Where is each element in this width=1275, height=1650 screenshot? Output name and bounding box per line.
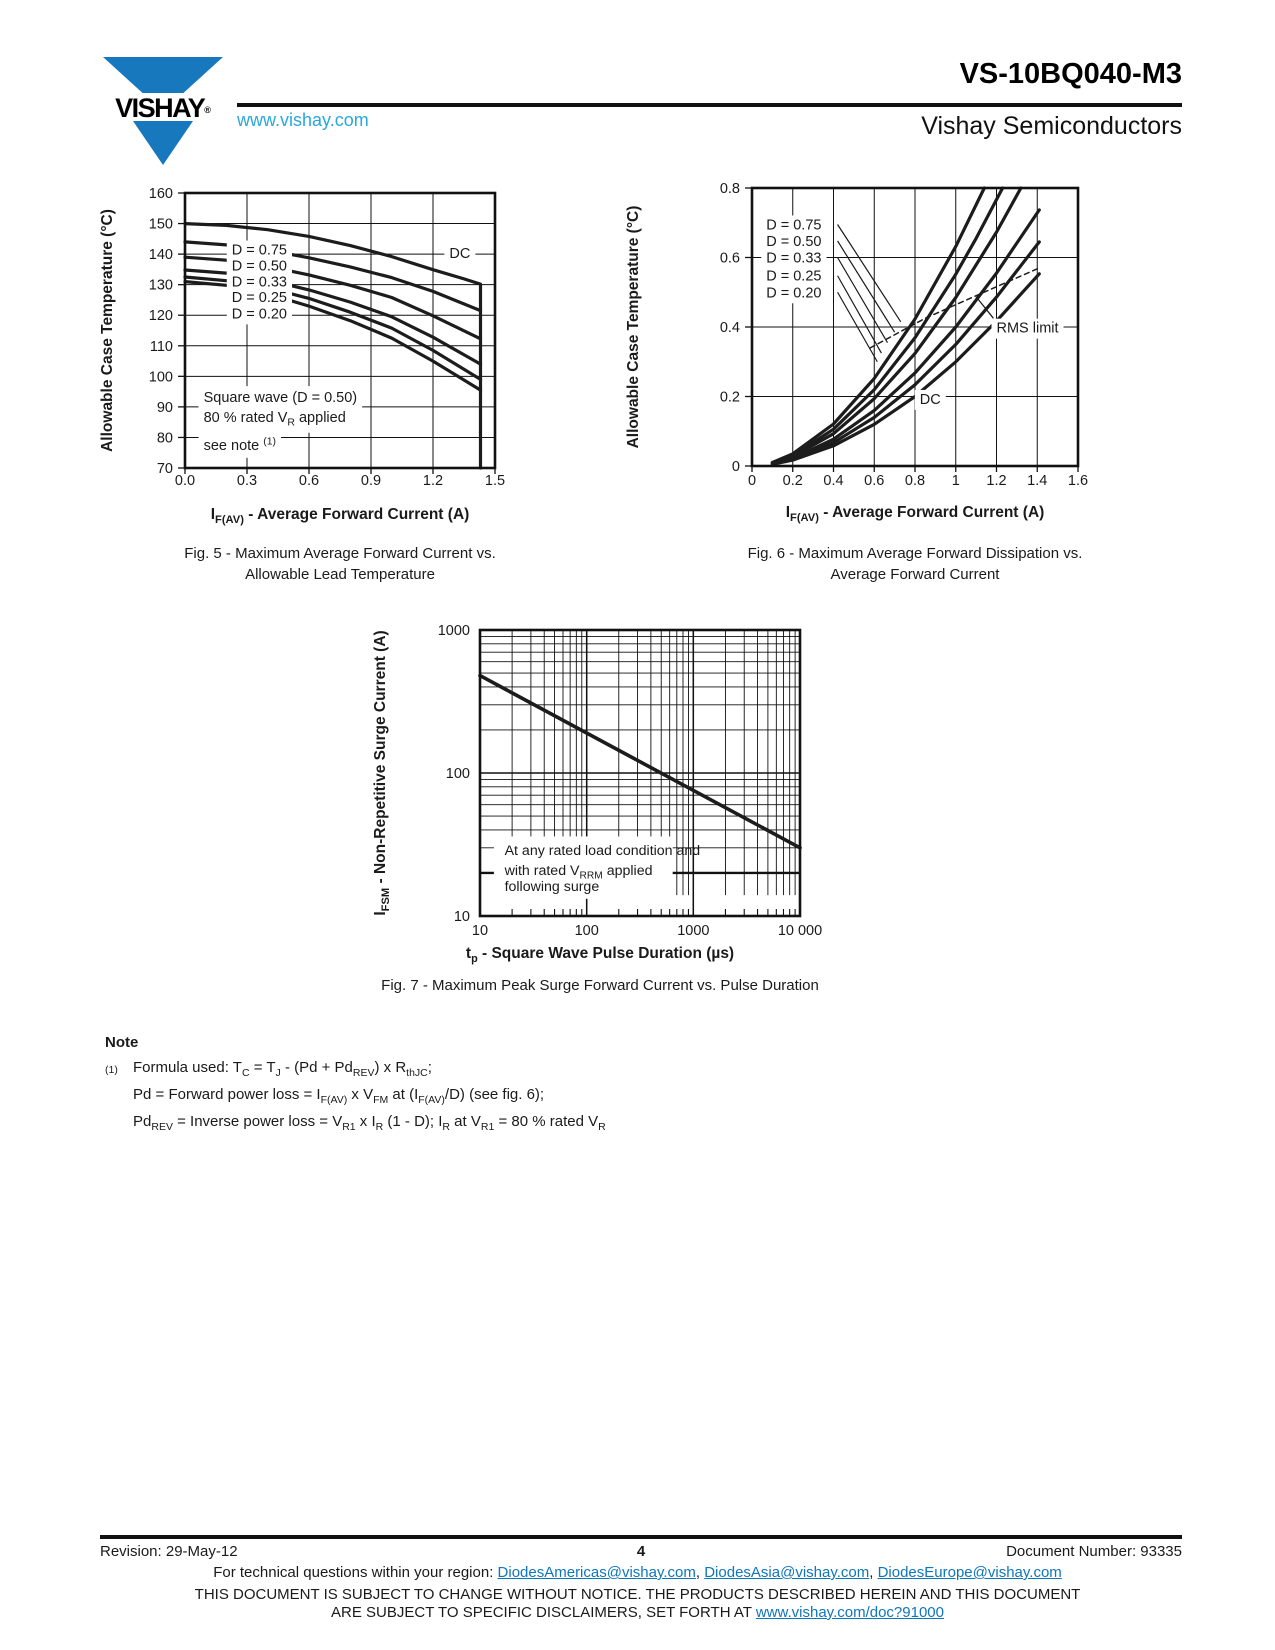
svg-text:10: 10	[454, 909, 470, 925]
website-link[interactable]: www.vishay.com	[237, 110, 369, 130]
email-link-europe[interactable]: DiodesEurope@vishay.com	[877, 1564, 1062, 1581]
svg-text:D = 0.50: D = 0.50	[766, 234, 821, 250]
svg-text:10 000: 10 000	[778, 923, 822, 939]
svg-text:1000: 1000	[438, 623, 470, 639]
svg-text:1.6: 1.6	[1068, 473, 1088, 489]
note-section: Note (1) Formula used: TC = TJ - (Pd + P…	[105, 1032, 606, 1138]
registered-mark: ®	[204, 105, 211, 115]
footer-rule	[100, 1535, 1182, 1539]
svg-text:DC: DC	[449, 246, 470, 262]
footer-row: Revision: 29-May-12 4 Document Number: 9…	[100, 1543, 1182, 1560]
svg-text:0.8: 0.8	[720, 181, 740, 197]
svg-text:0: 0	[732, 459, 740, 475]
svg-text:0: 0	[748, 473, 756, 489]
footer-page-number: 4	[636, 1543, 646, 1560]
note-line-1: (1) Formula used: TC = TJ - (Pd + PdREV)…	[105, 1059, 432, 1079]
svg-text:IF(AV) - Average Forward Curre: IF(AV) - Average Forward Current (A)	[786, 504, 1045, 524]
svg-text:following surge: following surge	[505, 879, 600, 895]
fig6-caption: Fig. 6 - Maximum Average Forward Dissipa…	[747, 545, 1083, 583]
division-title: Vishay Semiconductors	[921, 112, 1182, 140]
fig5-figure: D = 0.75 D = 0.50 D = 0.33 D = 0.25 D = 0.20…	[95, 162, 520, 592]
svg-text:0.6: 0.6	[864, 473, 884, 489]
svg-text:D = 0.25: D = 0.25	[232, 290, 287, 306]
svg-text:0.9: 0.9	[361, 473, 381, 489]
fig6-chart: D = 0.75D = 0.50D = 0.33 D = 0.25D = 0.20…	[625, 181, 1088, 524]
svg-text:100: 100	[149, 369, 173, 385]
svg-text:DC: DC	[920, 392, 941, 408]
part-number: VS-10BQ040-M3	[959, 58, 1182, 90]
svg-text:80 % rated VR applied: 80 % rated VR applied	[204, 410, 346, 429]
svg-text:0.2: 0.2	[720, 390, 740, 406]
svg-text:0.8: 0.8	[905, 473, 925, 489]
disclaimer-link[interactable]: www.vishay.com/doc?91000	[755, 1604, 944, 1621]
fig6-figure: D = 0.75 D = 0.50 D = 0.33 D = 0.25 D = 0.20…	[600, 158, 1110, 592]
svg-text:Allowable Case Temperature (°C: Allowable Case Temperature (°C)	[625, 206, 642, 449]
note-line-2: Pd = Forward power loss = IF(AV) x VFM a…	[133, 1086, 545, 1106]
svg-text:10: 10	[472, 923, 488, 939]
svg-text:1000: 1000	[677, 923, 709, 939]
svg-text:Allowable Case Temperature (°C: Allowable Case Temperature (°C)	[99, 209, 116, 452]
fig5-caption: Fig. 5 - Maximum Average Forward Current…	[184, 545, 496, 583]
fig5-chart: D = 0.75D = 0.50D = 0.33D = 0.25D = 0.20…	[99, 186, 505, 526]
note-heading: Note	[105, 1034, 139, 1051]
svg-text:D = 0.75: D = 0.75	[232, 243, 287, 259]
svg-text:160: 160	[149, 186, 173, 202]
svg-text:1.5: 1.5	[485, 473, 505, 489]
svg-text:1.2: 1.2	[986, 473, 1006, 489]
svg-text:0.6: 0.6	[299, 473, 319, 489]
fig7-caption: Fig. 7 - Maximum Peak Surge Forward Curr…	[381, 977, 819, 994]
svg-text:0.3: 0.3	[237, 473, 257, 489]
svg-text:1.4: 1.4	[1027, 473, 1047, 489]
svg-text:120: 120	[149, 308, 173, 324]
svg-text:0.4: 0.4	[720, 320, 740, 336]
footer-disclaimer-line-2: ARE SUBJECT TO SPECIFIC DISCLAIMERS, SET…	[331, 1604, 944, 1621]
svg-text:150: 150	[149, 217, 173, 233]
footer-disclaimer-line-1: THIS DOCUMENT IS SUBJECT TO CHANGE WITHO…	[194, 1586, 1081, 1603]
svg-text:1: 1	[952, 473, 960, 489]
note-line-3: PdREV = Inverse power loss = VR1 x IR (1…	[133, 1113, 606, 1133]
svg-text:D = 0.33: D = 0.33	[766, 251, 821, 267]
svg-text:D = 0.20: D = 0.20	[232, 306, 287, 322]
svg-text:100: 100	[446, 766, 470, 782]
email-link-asia[interactable]: DiodesAsia@vishay.com	[704, 1564, 870, 1581]
vishay-logo-triangle-bottom-icon	[133, 121, 193, 165]
svg-text:1.2: 1.2	[423, 473, 443, 489]
svg-text:IF(AV) - Average Forward Curre: IF(AV) - Average Forward Current (A)	[211, 506, 470, 526]
vishay-logo-wordmark: VISHAY®	[115, 93, 211, 123]
svg-text:130: 130	[149, 278, 173, 294]
fig7-figure: At any rated load condition and with rate…	[360, 585, 840, 1005]
header-rule	[237, 103, 1182, 107]
svg-text:RMS limit: RMS limit	[997, 321, 1059, 337]
svg-text:0.0: 0.0	[175, 473, 195, 489]
svg-text:70: 70	[157, 461, 173, 477]
vishay-logo: VISHAY®	[100, 55, 226, 167]
svg-text:0.2: 0.2	[783, 473, 803, 489]
svg-text:0.4: 0.4	[823, 473, 843, 489]
svg-text:IFSM - Non-Repetitive Surge Cu: IFSM - Non-Repetitive Surge Current (A)	[372, 630, 392, 915]
footer-revision: Revision: 29-May-12	[100, 1543, 238, 1560]
svg-text:80: 80	[157, 430, 173, 446]
svg-text:140: 140	[149, 247, 173, 263]
svg-text:100: 100	[575, 923, 599, 939]
svg-text:90: 90	[157, 400, 173, 416]
svg-text:110: 110	[150, 339, 173, 355]
svg-text:D = 0.20: D = 0.20	[766, 285, 821, 301]
svg-text:0.6: 0.6	[720, 251, 740, 267]
fig7-x-axis-title: tp - Square Wave Pulse Duration (µs)	[465, 945, 735, 966]
footer-doc-number: Document Number: 93335	[1006, 1543, 1182, 1560]
svg-text:D = 0.25: D = 0.25	[766, 269, 821, 285]
fig7-chart: At any rated load condition and with rate…	[372, 623, 822, 939]
footer-tech-line: For technical questions within your regi…	[213, 1564, 1062, 1581]
email-link-americas[interactable]: DiodesAmericas@vishay.com	[497, 1564, 696, 1581]
svg-text:with rated VRRM applied: with rated VRRM applied	[504, 863, 653, 882]
svg-text:see note (1): see note (1)	[204, 436, 276, 454]
svg-text:D = 0.75: D = 0.75	[766, 217, 821, 233]
svg-text:Square wave (D = 0.50): Square wave (D = 0.50)	[204, 390, 358, 406]
svg-text:D = 0.33: D = 0.33	[232, 274, 287, 290]
vishay-logo-triangle-top-icon	[103, 57, 223, 93]
svg-text:At any rated load condition an: At any rated load condition and	[505, 843, 701, 859]
note-reference-mark: (1)	[105, 1064, 118, 1076]
svg-text:D = 0.50: D = 0.50	[232, 258, 287, 274]
